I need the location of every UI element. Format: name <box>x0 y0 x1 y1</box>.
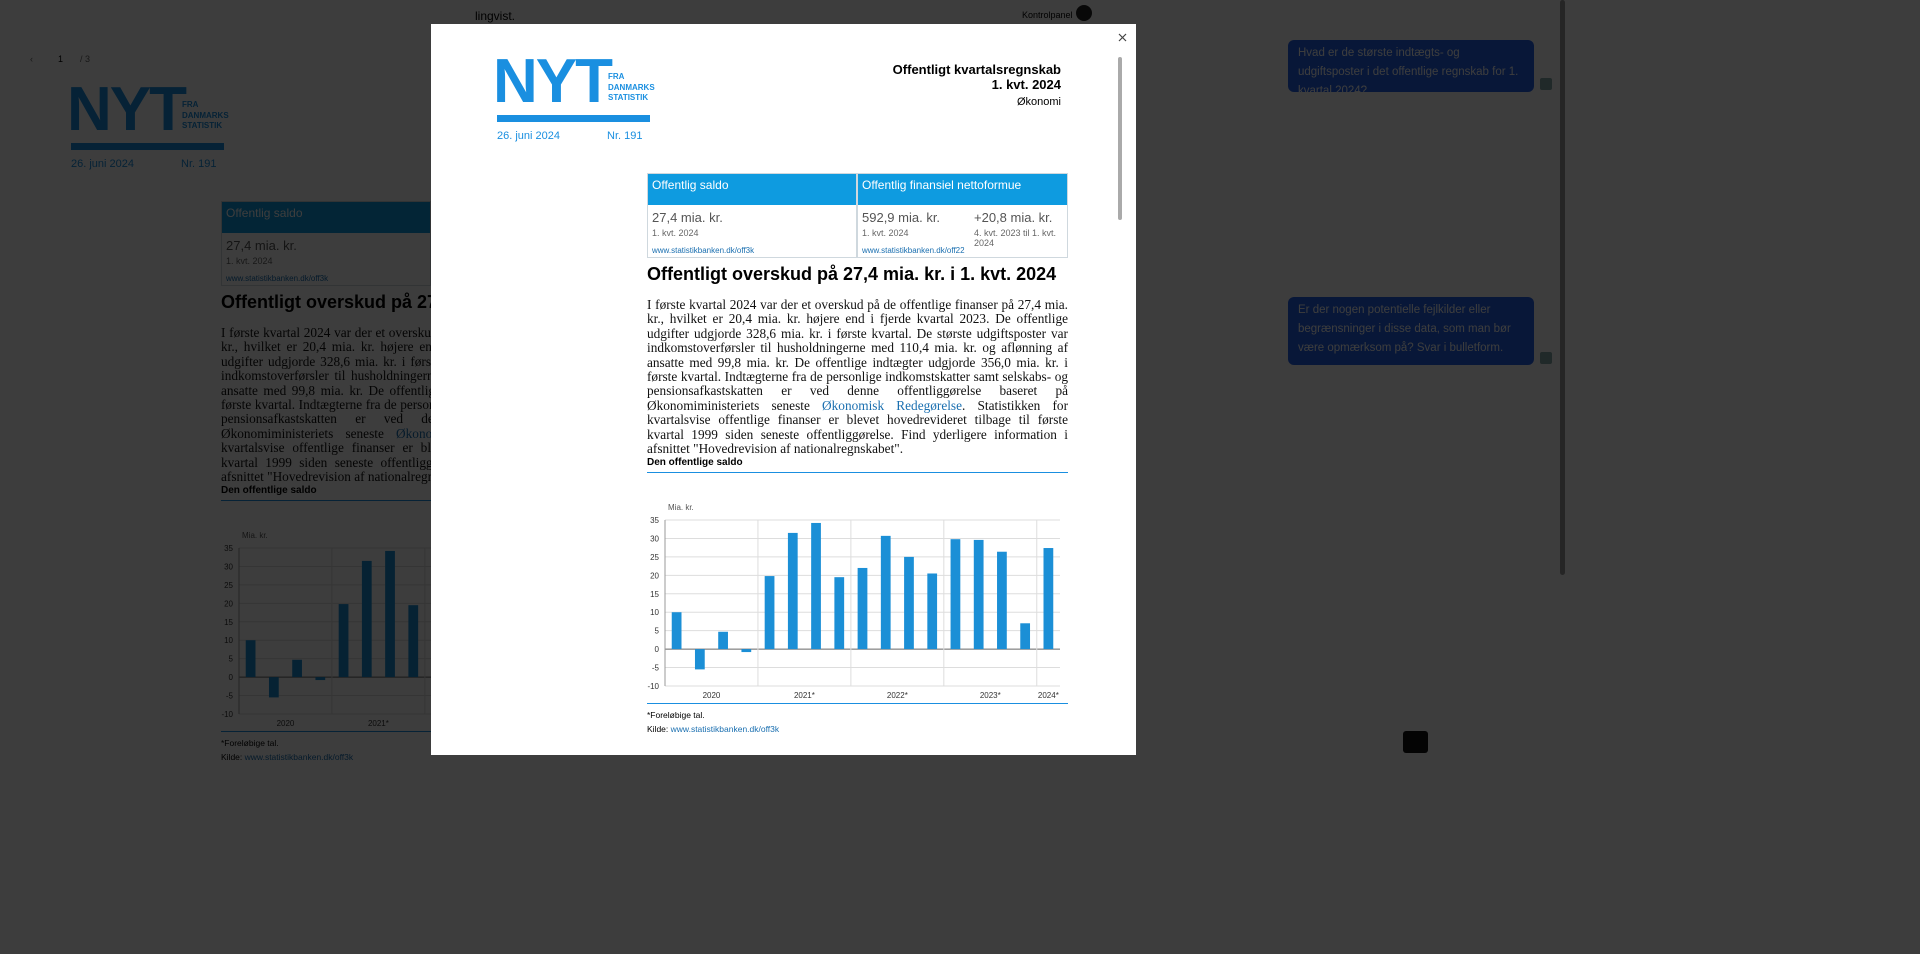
box-value: 27,4 mia. kr. <box>652 210 723 225</box>
y-tick-label: 10 <box>650 608 659 617</box>
box-title: Offentlig saldo <box>648 174 856 205</box>
box-period: 4. kvt. 2023 til 1. kvt. 2024 <box>974 228 1057 248</box>
headline: Offentligt overskud på 27,4 mia. kr. i 1… <box>647 264 1057 284</box>
text: . Statistikken for kvartalsvise offentli… <box>647 397 1068 457</box>
box-title: Offentlig finansiel nettoformue <box>858 174 1067 205</box>
box-link[interactable]: www.statistikbanken.dk/off3k <box>652 246 755 255</box>
bar <box>927 573 938 650</box>
bar <box>904 556 914 650</box>
box-value: 592,9 mia. kr. <box>862 210 941 225</box>
bar <box>694 649 705 670</box>
bar <box>718 631 728 650</box>
y-tick-label: 15 <box>650 590 659 599</box>
bar <box>950 539 961 650</box>
topic: Økonomi <box>1016 96 1061 108</box>
x-tick-label: 2023* <box>980 691 1001 700</box>
bar <box>787 532 798 650</box>
header-line: 1. kvt. 2024 <box>991 77 1061 92</box>
bar <box>857 567 868 650</box>
logo: NYT <box>493 47 613 116</box>
y-tick-label: 30 <box>650 534 659 543</box>
bar <box>671 612 682 650</box>
figure-box: Offentlig saldo 27,4 mia. kr. 1. kvt. 20… <box>647 173 857 258</box>
source: Kilde: www.statistikbanken.dk/off3k <box>647 724 779 734</box>
x-tick-label: 2024* <box>1038 691 1059 700</box>
bar <box>880 535 891 650</box>
paragraph: I første kvartal 2024 var der et oversku… <box>647 297 1068 457</box>
bar <box>1020 623 1031 650</box>
box-item: 592,9 mia. kr. 1. kvt. 2024 <box>862 210 962 238</box>
box-period: 1. kvt. 2024 <box>862 228 909 238</box>
box-value: +20,8 mia. kr. <box>974 210 1053 225</box>
bar <box>997 551 1007 650</box>
y-tick-label: 0 <box>655 645 660 654</box>
modal: NYT FRA DANMARKS STATISTIK 26. juni 2024… <box>431 24 1136 755</box>
chart-rule <box>647 703 1068 704</box>
logo-line: STATISTIK <box>608 93 649 102</box>
bar <box>811 522 821 650</box>
header: Offentligt kvartalsregnskab 1. kvt. 2024 <box>893 62 1061 92</box>
y-tick-label: 20 <box>650 571 659 580</box>
y-axis-label: Mia. kr. <box>668 503 694 512</box>
chart: Mia. kr. -10 -5 0 5 10 15 20 25 30 35 2020 2021* 2022… <box>647 503 1060 700</box>
logo-sub: FRA DANMARKS STATISTIK <box>608 72 655 104</box>
logo-bar <box>497 115 650 122</box>
y-tick-label: -5 <box>652 664 660 673</box>
text: I første kvartal 2024 var der et oversku… <box>647 297 1068 413</box>
bar <box>1043 548 1054 650</box>
chart-rule <box>647 472 1068 473</box>
bar <box>834 577 845 650</box>
document: NYT FRA DANMARKS STATISTIK 26. juni 2024… <box>431 24 1136 755</box>
close-button[interactable] <box>1118 33 1127 42</box>
y-tick-label: 35 <box>650 516 659 525</box>
number: Nr. 191 <box>607 130 643 142</box>
chart-title: Den offentlige saldo <box>647 457 743 468</box>
x-tick-label: 2022* <box>887 691 908 700</box>
y-tick-label: -10 <box>647 682 659 691</box>
logo-line: DANMARKS <box>608 82 655 92</box>
box-item: 27,4 mia. kr. 1. kvt. 2024 <box>652 210 723 238</box>
box-link[interactable]: www.statistikbanken.dk/off22 <box>862 246 965 255</box>
x-tick-label: 2020 <box>703 691 721 700</box>
header-line: Offentligt kvartalsregnskab <box>892 62 1061 77</box>
link[interactable]: Økonomisk Redegørelse <box>822 397 963 413</box>
key-figures: Offentlig saldo 27,4 mia. kr. 1. kvt. 20… <box>647 173 1068 258</box>
logo-line: FRA <box>608 72 625 81</box>
bar <box>973 539 984 650</box>
box-item: +20,8 mia. kr. 4. kvt. 2023 til 1. kvt. … <box>974 210 1064 248</box>
source-link[interactable]: www.statistikbanken.dk/off3k <box>670 724 780 734</box>
bar <box>741 649 752 653</box>
y-tick-label: 5 <box>655 627 660 636</box>
figure-box: Offentlig finansiel nettoformue 592,9 mi… <box>857 173 1068 258</box>
note: *Foreløbige tal. <box>647 710 705 720</box>
box-period: 1. kvt. 2024 <box>652 228 699 238</box>
source-label: Kilde: <box>647 724 669 734</box>
date: 26. juni 2024 <box>497 130 560 142</box>
x-tick-label: 2021* <box>794 691 815 700</box>
bar <box>764 576 775 650</box>
y-tick-label: 25 <box>650 553 659 562</box>
modal-scrollbar[interactable] <box>1118 57 1122 220</box>
